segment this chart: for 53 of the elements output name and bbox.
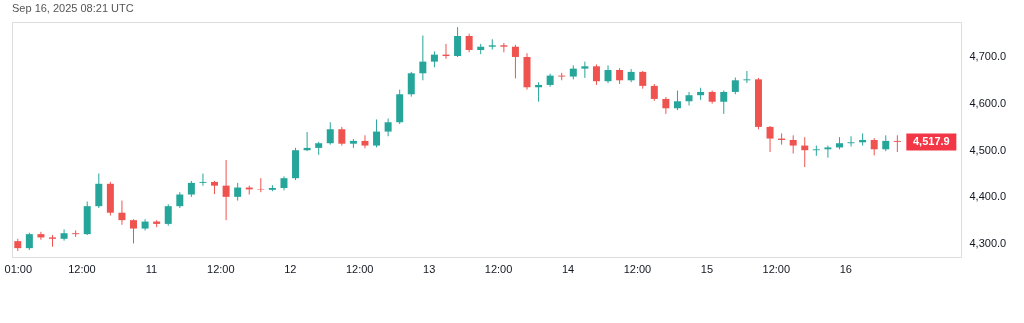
candlestick <box>500 42 508 53</box>
candlestick <box>824 145 832 159</box>
x-tick-label: 12:00 <box>207 262 235 275</box>
candlestick <box>326 121 334 146</box>
candlestick <box>673 90 681 111</box>
y-tick-label: 4,600.0 <box>969 97 1007 110</box>
candlestick <box>720 90 728 115</box>
candlestick <box>812 145 820 157</box>
chart-title: Sep 16, 2025 08:21 UTC <box>12 2 134 14</box>
candlestick <box>95 173 103 209</box>
candlestick <box>373 118 381 148</box>
candlestick <box>662 96 670 115</box>
y-tick-label: 4,700.0 <box>969 50 1007 63</box>
candlestick <box>592 63 600 86</box>
candlestick <box>766 125 774 153</box>
x-tick-label: 15 <box>700 262 714 275</box>
candlestick <box>511 44 519 79</box>
candlestick <box>222 159 230 221</box>
x-tick-label: 12:00 <box>623 262 652 275</box>
candlestick <box>338 126 346 147</box>
x-tick-label: 14 <box>561 262 575 275</box>
candlestick <box>685 91 693 106</box>
candlestick <box>407 71 415 98</box>
candlestick <box>361 134 369 149</box>
candlestick <box>60 228 68 242</box>
candlestick <box>454 26 462 58</box>
x-tick-label: 12:00 <box>68 262 96 275</box>
x-tick-label: 12 <box>284 262 297 275</box>
candlestick <box>789 134 797 154</box>
candlestick <box>581 61 589 79</box>
candlestick <box>847 135 855 147</box>
candlestick <box>257 177 265 193</box>
x-tick-label: 12:00 <box>762 262 791 275</box>
y-tick-label: 4,400.0 <box>969 190 1007 203</box>
x-tick-label: 12:00 <box>484 262 513 275</box>
candlestick <box>199 173 207 187</box>
x-tick-label: 12:00 <box>345 262 374 275</box>
candlestick <box>130 218 138 244</box>
x-tick-label: 01:00 <box>4 262 33 275</box>
x-tick-label: 13 <box>423 262 436 275</box>
x-tick-label: 16 <box>839 262 852 275</box>
x-tick-label: 11 <box>145 262 158 275</box>
candlestick <box>743 70 751 84</box>
candlestick <box>37 231 45 241</box>
candlestick <box>419 35 427 81</box>
candlestick <box>893 134 901 153</box>
candlestick <box>118 200 126 226</box>
y-tick-label: 4,500.0 <box>969 143 1007 156</box>
candlestick <box>465 33 473 53</box>
y-tick-label: 4,300.0 <box>969 236 1007 249</box>
annotation: 4,517.9 <box>913 134 950 147</box>
candlestick <box>488 38 496 51</box>
candlestick <box>164 203 172 227</box>
